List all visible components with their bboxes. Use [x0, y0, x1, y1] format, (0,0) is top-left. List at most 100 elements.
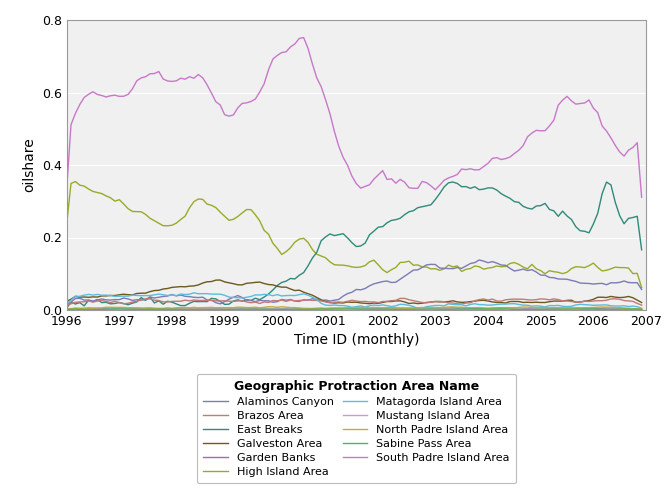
Alaminos Canyon — [111, 296, 119, 302]
Brazos Area — [133, 298, 141, 304]
Mustang Island Area — [637, 306, 645, 312]
Sabine Pass Area — [242, 306, 250, 312]
South Padre Island Area — [133, 78, 141, 84]
South Padre Island Area — [63, 187, 71, 193]
North Padre Island Area — [111, 304, 119, 310]
Galveston Area — [260, 280, 268, 286]
Brazos Area — [256, 300, 264, 306]
High Island Area — [242, 206, 250, 212]
High Island Area — [63, 222, 71, 228]
South Padre Island Area — [532, 128, 540, 134]
Brazos Area — [63, 302, 71, 308]
North Padre Island Area — [532, 304, 540, 310]
High Island Area — [115, 196, 123, 202]
Alaminos Canyon — [256, 298, 264, 304]
Galveston Area — [366, 300, 374, 306]
South Padre Island Area — [528, 130, 536, 136]
Alaminos Canyon — [133, 296, 141, 302]
Sabine Pass Area — [133, 306, 141, 312]
North Padre Island Area — [637, 306, 645, 312]
East Breaks — [133, 299, 141, 305]
High Island Area — [260, 228, 268, 234]
South Padre Island Area — [637, 194, 645, 200]
Sabine Pass Area — [637, 306, 645, 312]
Line: Mustang Island Area: Mustang Island Area — [67, 308, 641, 310]
Galveston Area — [63, 298, 71, 304]
Garden Banks — [256, 306, 264, 312]
East Breaks — [238, 298, 246, 304]
Brazos Area — [532, 296, 540, 302]
Alaminos Canyon — [63, 302, 71, 308]
Brazos Area — [396, 296, 404, 302]
North Padre Island Area — [238, 304, 246, 310]
Brazos Area — [111, 298, 119, 304]
High Island Area — [532, 266, 540, 272]
Galveston Area — [216, 277, 224, 283]
Alaminos Canyon — [238, 294, 246, 300]
Matagorda Island Area — [63, 300, 71, 306]
Matagorda Island Area — [637, 306, 645, 312]
Garden Banks — [637, 306, 645, 312]
East Breaks — [111, 300, 119, 306]
Brazos Area — [238, 298, 246, 304]
Sabine Pass Area — [532, 306, 540, 312]
East Breaks — [637, 247, 645, 253]
Garden Banks — [532, 306, 540, 312]
High Island Area — [637, 284, 645, 290]
Line: Matagorda Island Area: Matagorda Island Area — [67, 293, 641, 308]
South Padre Island Area — [238, 100, 246, 106]
Garden Banks — [63, 306, 71, 312]
East Breaks — [449, 179, 457, 185]
Alaminos Canyon — [476, 257, 484, 263]
Mustang Island Area — [238, 306, 246, 312]
Garden Banks — [449, 305, 457, 311]
Mustang Island Area — [480, 306, 488, 312]
Line: Sabine Pass Area: Sabine Pass Area — [67, 309, 641, 310]
South Padre Island Area — [256, 89, 264, 95]
Alaminos Canyon — [637, 286, 645, 292]
Garden Banks — [133, 306, 141, 312]
High Island Area — [528, 262, 536, 268]
Matagorda Island Area — [537, 303, 545, 309]
North Padre Island Area — [497, 306, 505, 312]
Sabine Pass Area — [220, 306, 228, 312]
Galveston Area — [537, 300, 545, 306]
North Padre Island Area — [256, 305, 264, 311]
Line: East Breaks: East Breaks — [67, 182, 641, 308]
North Padre Island Area — [133, 305, 141, 311]
Garden Banks — [291, 306, 299, 312]
Brazos Area — [528, 297, 536, 303]
East Breaks — [256, 296, 264, 302]
East Breaks — [63, 305, 71, 311]
Line: South Padre Island Area: South Padre Island Area — [67, 38, 641, 197]
North Padre Island Area — [264, 304, 272, 310]
North Padre Island Area — [537, 304, 545, 310]
Line: Alaminos Canyon: Alaminos Canyon — [67, 260, 641, 305]
Galveston Area — [637, 300, 645, 306]
Legend: Alaminos Canyon, Brazos Area, East Breaks, Galveston Area, Garden Banks, High Is: Alaminos Canyon, Brazos Area, East Break… — [196, 374, 516, 483]
Galveston Area — [133, 290, 141, 296]
Mustang Island Area — [532, 306, 540, 312]
Matagorda Island Area — [414, 306, 422, 312]
Sabine Pass Area — [63, 306, 71, 312]
X-axis label: Time ID (monthly): Time ID (monthly) — [294, 334, 419, 347]
Line: Galveston Area: Galveston Area — [67, 280, 641, 303]
Sabine Pass Area — [528, 306, 536, 312]
Sabine Pass Area — [111, 306, 119, 312]
South Padre Island Area — [111, 92, 119, 98]
Mustang Island Area — [545, 305, 553, 311]
Matagorda Island Area — [190, 290, 198, 296]
Sabine Pass Area — [260, 306, 268, 312]
Matagorda Island Area — [242, 294, 250, 300]
Y-axis label: oilshare: oilshare — [22, 138, 36, 192]
Mustang Island Area — [528, 306, 536, 312]
Matagorda Island Area — [260, 292, 268, 298]
North Padre Island Area — [63, 306, 71, 312]
Brazos Area — [637, 302, 645, 308]
South Padre Island Area — [300, 34, 308, 40]
High Island Area — [71, 178, 79, 184]
Galveston Area — [242, 280, 250, 286]
Mustang Island Area — [256, 306, 264, 312]
Matagorda Island Area — [133, 292, 141, 298]
Line: North Padre Island Area: North Padre Island Area — [67, 306, 641, 309]
